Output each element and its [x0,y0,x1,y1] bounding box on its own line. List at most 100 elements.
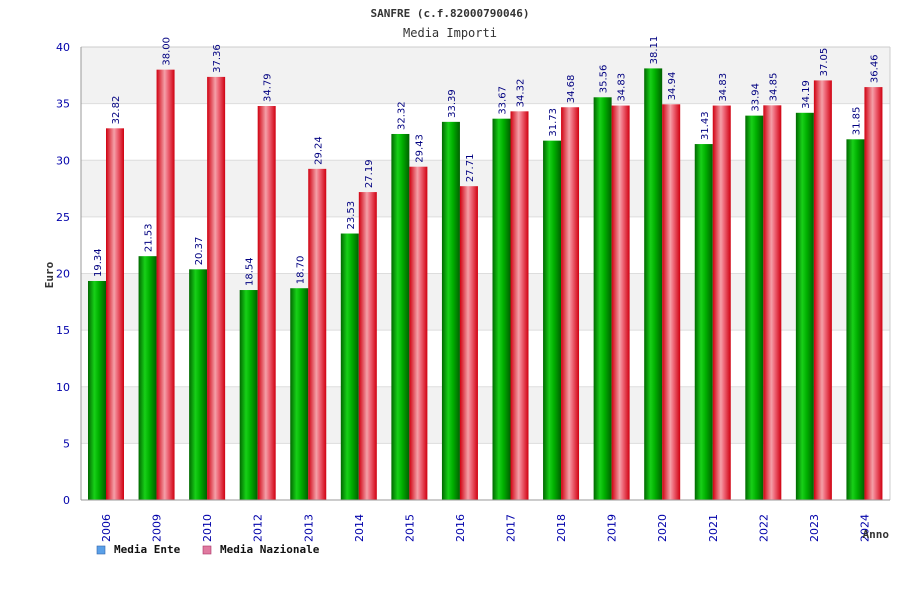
bar-media-nazionale [712,105,731,501]
x-tick-label: 2017 [505,514,518,542]
bar-media-ente [846,139,865,500]
bar-media-ente [543,140,562,500]
bar-media-ente [644,68,663,501]
bar-media-nazionale [207,76,226,500]
x-tick-label: 2021 [707,514,720,542]
bar-label-media-nazionale: 34.85 [768,73,779,102]
bar-label-media-nazionale: 34.94 [667,72,678,101]
bar-label-media-nazionale: 34.32 [516,79,527,108]
bar-label-media-ente: 34.19 [801,80,812,109]
bar-media-ente [239,290,258,500]
x-tick-label: 2024 [858,514,871,542]
x-tick-label: 2006 [100,514,113,542]
legend: Media Ente Media Nazionale [96,543,320,556]
bar-media-nazionale [813,80,832,500]
x-tick-label: 2019 [606,514,619,542]
x-axis-ticks: 2006 2009 2010 2012 2013 2014 2015 2016 2017 2018… [100,514,871,542]
bar-label-media-nazionale: 27.19 [364,159,375,188]
y-tick-label: 5 [63,437,70,450]
y-tick-label: 15 [56,324,70,337]
bar-media-ente [441,121,460,501]
y-tick-label: 40 [56,41,70,54]
y-tick-label: 30 [56,154,70,167]
bar-media-ente [745,115,764,500]
bar-media-nazionale [409,166,428,500]
bar-media-ente [340,233,359,500]
bar-label-media-nazionale: 27.71 [465,154,476,183]
bar-media-ente [290,288,309,500]
bar-media-nazionale [864,87,883,500]
x-tick-label: 2009 [151,514,164,542]
bar-media-nazionale [561,107,580,501]
x-tick-label: 2023 [808,514,821,542]
chart-subtitle: Media Importi [403,26,497,40]
legend-label-media-nazionale: Media Nazionale [220,543,320,556]
legend-swatch-media-ente [96,545,106,555]
bar-label-media-ente: 23.53 [346,201,357,230]
bar-media-ente [189,269,208,500]
y-axis-ticks: 0 5 10 15 20 25 30 35 40 [56,41,70,507]
bar-media-ente [492,118,511,500]
bar-label-media-nazionale: 34.83 [718,73,729,102]
legend-label-media-ente: Media Ente [114,543,181,556]
bar-media-nazionale [459,186,478,500]
y-axis-label: Euro [43,261,56,288]
bar-label-media-ente: 18.54 [245,257,256,286]
bar-label-media-nazionale: 34.83 [617,73,628,102]
x-tick-label: 2012 [252,514,265,542]
bar-label-media-ente: 33.39 [447,89,458,118]
bar-label-media-ente: 21.53 [144,224,155,253]
x-tick-label: 2010 [201,514,214,542]
bars-group [88,68,883,501]
chart-title: SANFRE (c.f.82000790046) [371,7,530,20]
bar-label-media-ente: 35.56 [599,65,610,94]
bar-label-media-nazionale: 34.79 [263,73,274,102]
bar-label-media-nazionale: 34.68 [566,75,577,104]
bar-media-nazionale [257,106,276,501]
y-tick-label: 20 [56,268,70,281]
bar-label-media-ente: 19.34 [93,248,104,277]
bar-media-nazionale [763,105,782,500]
bar-label-media-nazionale: 36.46 [869,54,880,83]
y-tick-label: 0 [63,494,70,507]
bar-media-nazionale [308,168,327,500]
x-axis-label: Anno [863,528,890,541]
bar-label-media-ente: 31.85 [851,107,862,136]
x-tick-label: 2018 [555,514,568,542]
bar-label-media-ente: 32.32 [396,101,407,130]
bar-media-ente [694,144,713,501]
y-tick-label: 10 [56,381,70,394]
x-tick-label: 2015 [403,514,416,542]
bar-media-nazionale [106,128,124,500]
x-tick-label: 2016 [454,514,467,542]
legend-item-media-nazionale: Media Nazionale [202,543,320,556]
bar-media-ente [795,112,814,500]
bar-label-media-nazionale: 32.82 [111,96,122,125]
bar-label-media-ente: 20.37 [194,237,205,266]
legend-item-media-ente: Media Ente [96,543,181,556]
bar-label-media-nazionale: 38.00 [162,37,173,66]
y-tick-label: 25 [56,211,70,224]
bar-media-nazionale [358,192,377,501]
bar-label-media-ente: 33.67 [498,86,509,115]
bar-media-nazionale [611,105,630,501]
x-tick-label: 2020 [656,514,669,542]
x-tick-label: 2013 [302,514,315,542]
bar-label-media-ente: 31.73 [548,108,559,137]
bar-label-media-nazionale: 37.05 [819,48,830,77]
bar-media-ente [593,97,612,501]
x-tick-label: 2022 [757,514,770,542]
bar-media-ente [391,133,410,500]
bar-label-media-ente: 31.43 [700,111,711,140]
bar-media-ente [138,256,157,500]
bar-label-media-ente: 38.11 [649,36,660,65]
bar-media-ente [88,280,106,500]
bar-label-media-nazionale: 29.24 [313,136,324,165]
legend-swatch-media-nazionale [202,545,212,555]
bar-label-media-nazionale: 29.43 [414,134,425,163]
bar-media-nazionale [156,69,175,501]
x-tick-label: 2014 [353,514,366,542]
bar-media-nazionale [662,104,681,500]
